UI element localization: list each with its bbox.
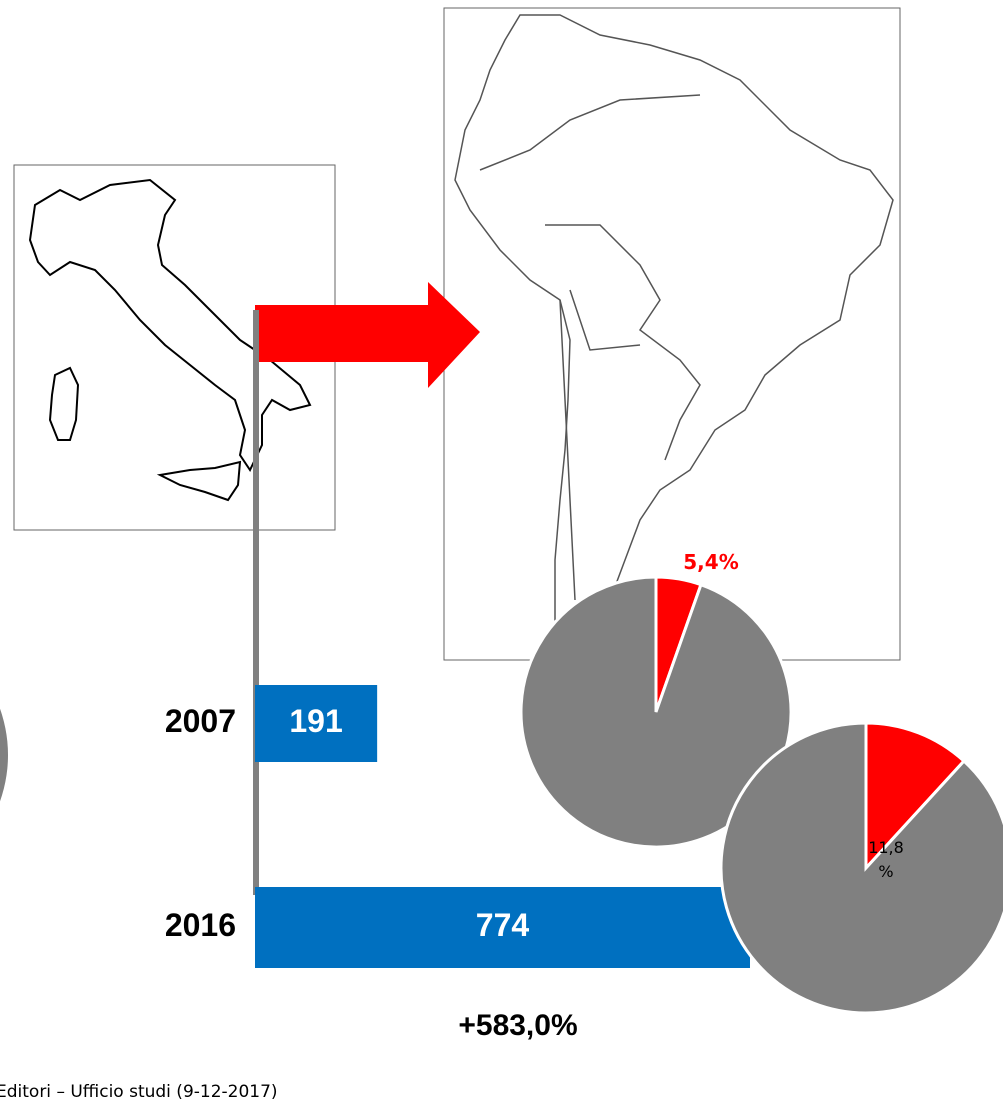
cropped-pie	[0, 708, 8, 802]
south-america-borders	[479, 94, 701, 601]
pie-slice	[864, 721, 967, 872]
sicily	[156, 460, 242, 502]
arrow	[255, 282, 480, 388]
bar	[255, 685, 378, 762]
category-label: 2016	[165, 907, 236, 943]
sardinia	[48, 366, 80, 441]
pie-slice	[519, 575, 793, 849]
annotation: +583,0%	[458, 1009, 577, 1042]
pie-slice	[719, 721, 1003, 1015]
footer: Editori – Ufficio studi (9-12-2017)	[0, 1082, 278, 1102]
pie-label: 5,4%	[683, 550, 739, 574]
south-america-outline	[454, 14, 894, 652]
pie-label: 11,8 %	[868, 838, 904, 881]
south-america-map-frame	[443, 7, 901, 661]
bar	[255, 887, 750, 968]
category-label: 2007	[165, 703, 236, 739]
italy-outline	[28, 178, 312, 473]
value-label: 774	[476, 907, 530, 943]
value-label: 191	[289, 703, 342, 739]
